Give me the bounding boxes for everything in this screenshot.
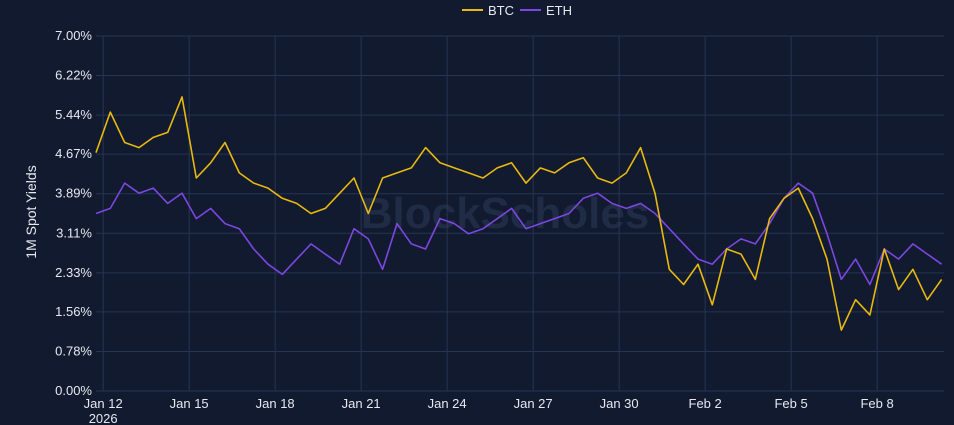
x-tick-label: Feb 5 [774,396,807,411]
y-tick-label: 0.78% [55,343,92,358]
y-tick-label: 0.00% [55,383,92,398]
x-tick-label: Feb 8 [860,396,893,411]
x-tick-label: Feb 2 [689,396,722,411]
x-tick-year-label: 2026 [89,411,118,425]
legend[interactable]: BTC ETH [462,3,572,18]
y-tick-label: 6.22% [55,68,92,83]
x-tick-label: Jan 30 [600,396,639,411]
x-tick-label: Jan 18 [256,396,295,411]
x-tick-label: Jan 24 [428,396,467,411]
gridlines [96,35,944,392]
series-line-btc[interactable] [95,96,943,331]
series-line-eth[interactable] [95,182,943,286]
x-tick-label: Jan 27 [514,396,553,411]
y-axis-title: 1M Spot Yields [23,165,39,258]
y-tick-label: 2.33% [55,265,92,280]
y-tick-label: 1.56% [55,304,92,319]
legend-btc-label[interactable]: BTC [488,3,514,18]
y-tick-label: 3.11% [56,225,92,240]
legend-eth-label[interactable]: ETH [546,3,572,18]
y-tick-label: 4.67% [55,146,92,161]
x-tick-label: Jan 21 [342,396,381,411]
series-lines [95,96,943,331]
x-tick-label: Jan 15 [170,396,209,411]
x-tick-label: Jan 12 [84,396,123,411]
y-tick-label: 5.44% [55,107,92,122]
y-tick-label: 3.89% [55,186,92,201]
y-tick-label: 7.00% [55,28,92,43]
y-axis-ticks: 0.00% 0.78% 1.56% 2.33% 3.11% 3.89% 4.67% 5.44%… [55,28,92,398]
